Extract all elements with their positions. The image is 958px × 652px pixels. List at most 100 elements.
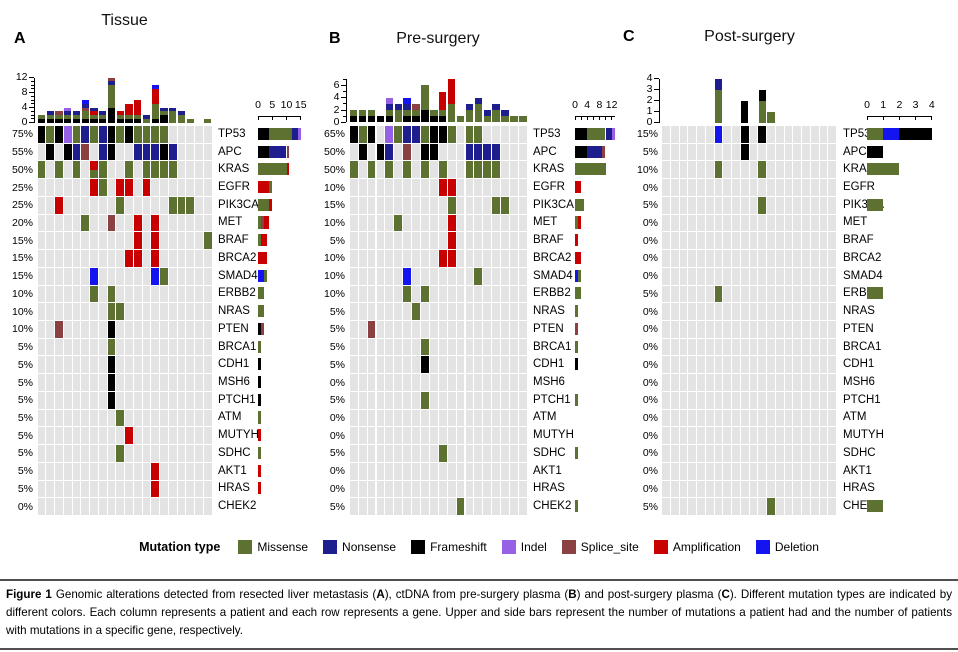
- top-bar-segment: [412, 103, 420, 111]
- grid-cell-empty: [775, 179, 784, 196]
- grid-cell-empty: [510, 143, 518, 161]
- grid-cell-empty: [732, 267, 740, 285]
- grid-cell-empty: [358, 179, 367, 196]
- grid-cell: [403, 161, 412, 179]
- grid-cell-empty: [802, 232, 810, 250]
- grid-cell-empty: [81, 179, 89, 196]
- grid-cell-empty: [394, 285, 403, 303]
- grid-cell-empty: [203, 143, 212, 161]
- grid-cell-empty: [501, 232, 509, 250]
- grid-cell-empty: [740, 427, 749, 445]
- grid-cell-empty: [177, 303, 186, 320]
- grid-cell-empty: [394, 356, 403, 374]
- gene-label: PTEN: [843, 322, 874, 335]
- grid-cell-empty: [177, 126, 186, 143]
- grid-cell-empty: [349, 356, 358, 374]
- axis-tick-label: 0: [572, 99, 578, 111]
- grid-cell-empty: [767, 232, 775, 250]
- grid-cell-empty: [775, 445, 784, 462]
- caption-text-run: B: [568, 588, 577, 601]
- grid-cell-empty: [732, 250, 740, 267]
- grid-cell-empty: [705, 232, 714, 250]
- gene-label: ERBB2: [533, 287, 571, 300]
- grid-cell: [168, 143, 177, 161]
- grid-cell-empty: [195, 250, 203, 267]
- grid-cell-empty: [55, 498, 63, 515]
- grid-cell: [72, 143, 81, 161]
- grid-cell-empty: [367, 143, 376, 161]
- axis-tick-label: 4: [333, 91, 340, 104]
- grid-cell-empty: [55, 409, 63, 427]
- grid-cell-empty: [151, 303, 159, 320]
- grid-cell-empty: [46, 161, 54, 179]
- grid-cell-empty: [518, 445, 527, 462]
- caption-text-run: A: [376, 588, 385, 601]
- top-bar-segment: [367, 110, 376, 117]
- gene-label: TP53: [843, 127, 871, 140]
- grid-cell-empty: [810, 126, 819, 143]
- grid-cell-empty: [662, 445, 670, 462]
- side-bar-segment: [575, 287, 582, 300]
- grid-cell-empty: [412, 285, 420, 303]
- grid-cell-empty: [133, 374, 142, 391]
- grid-cell: [55, 196, 63, 214]
- side-bar-segment: [258, 375, 261, 389]
- grid-cell: [125, 427, 133, 445]
- row-percent: 0%: [642, 429, 658, 442]
- top-bar-segment: [72, 111, 80, 115]
- grid-cell-empty: [758, 267, 767, 285]
- grid-cell-empty: [81, 285, 89, 303]
- grid-cell-empty: [802, 498, 810, 515]
- side-bar-segment: [575, 446, 579, 459]
- grid-cell-empty: [714, 391, 723, 409]
- grid-cell-empty: [151, 356, 159, 374]
- top-bar-segment: [64, 107, 72, 112]
- grid-cell-empty: [37, 427, 46, 445]
- grid-cell-empty: [492, 480, 501, 498]
- grid-cell-empty: [670, 161, 679, 179]
- grid-cell-empty: [195, 267, 203, 285]
- grid-cell-empty: [670, 126, 679, 143]
- grid-cell-empty: [168, 232, 177, 250]
- grid-cell-empty: [142, 196, 151, 214]
- side-bar-segment: [602, 145, 606, 158]
- grid-cell-empty: [670, 303, 679, 320]
- axis-tick: [653, 78, 659, 79]
- top-bar-segment: [46, 111, 54, 115]
- axis-tick-label: 0: [333, 116, 340, 128]
- grid-cell-empty: [501, 179, 509, 196]
- grid-cell-empty: [697, 250, 705, 267]
- gene-label: PTEN: [533, 322, 564, 335]
- grid-cell-empty: [740, 374, 749, 391]
- grid-cell-empty: [483, 356, 492, 374]
- top-bar-segment: [125, 103, 133, 115]
- row-percent: 5%: [17, 341, 33, 354]
- grid-cell-empty: [688, 143, 697, 161]
- grid-cell: [116, 409, 124, 427]
- row-percent: 0%: [642, 482, 658, 495]
- grid-cell-empty: [367, 214, 376, 232]
- row-percent: 0%: [642, 181, 658, 194]
- grid-cell-empty: [492, 356, 501, 374]
- grid-cell-empty: [37, 498, 46, 515]
- top-bar-segment: [55, 111, 63, 115]
- grid-cell-empty: [133, 498, 142, 515]
- grid-cell: [465, 161, 474, 179]
- grid-cell-empty: [758, 338, 767, 356]
- grid-cell-empty: [133, 285, 142, 303]
- grid-cell: [403, 143, 412, 161]
- grid-cell-empty: [376, 161, 385, 179]
- gene-label: MUTYH: [843, 429, 884, 442]
- grid-cell-empty: [37, 320, 46, 338]
- grid-cell-empty: [697, 320, 705, 338]
- grid-cell-empty: [697, 267, 705, 285]
- caption-text-run: ), ctDNA from pre-surgery plasma (: [384, 588, 569, 601]
- grid-cell-empty: [775, 143, 784, 161]
- grid-cell-empty: [168, 303, 177, 320]
- grid-cell-empty: [438, 303, 447, 320]
- grid-cell-empty: [403, 462, 412, 480]
- grid-cell-empty: [37, 356, 46, 374]
- grid-cell-empty: [186, 126, 194, 143]
- grid-cell-empty: [714, 445, 723, 462]
- grid-cell-empty: [802, 480, 810, 498]
